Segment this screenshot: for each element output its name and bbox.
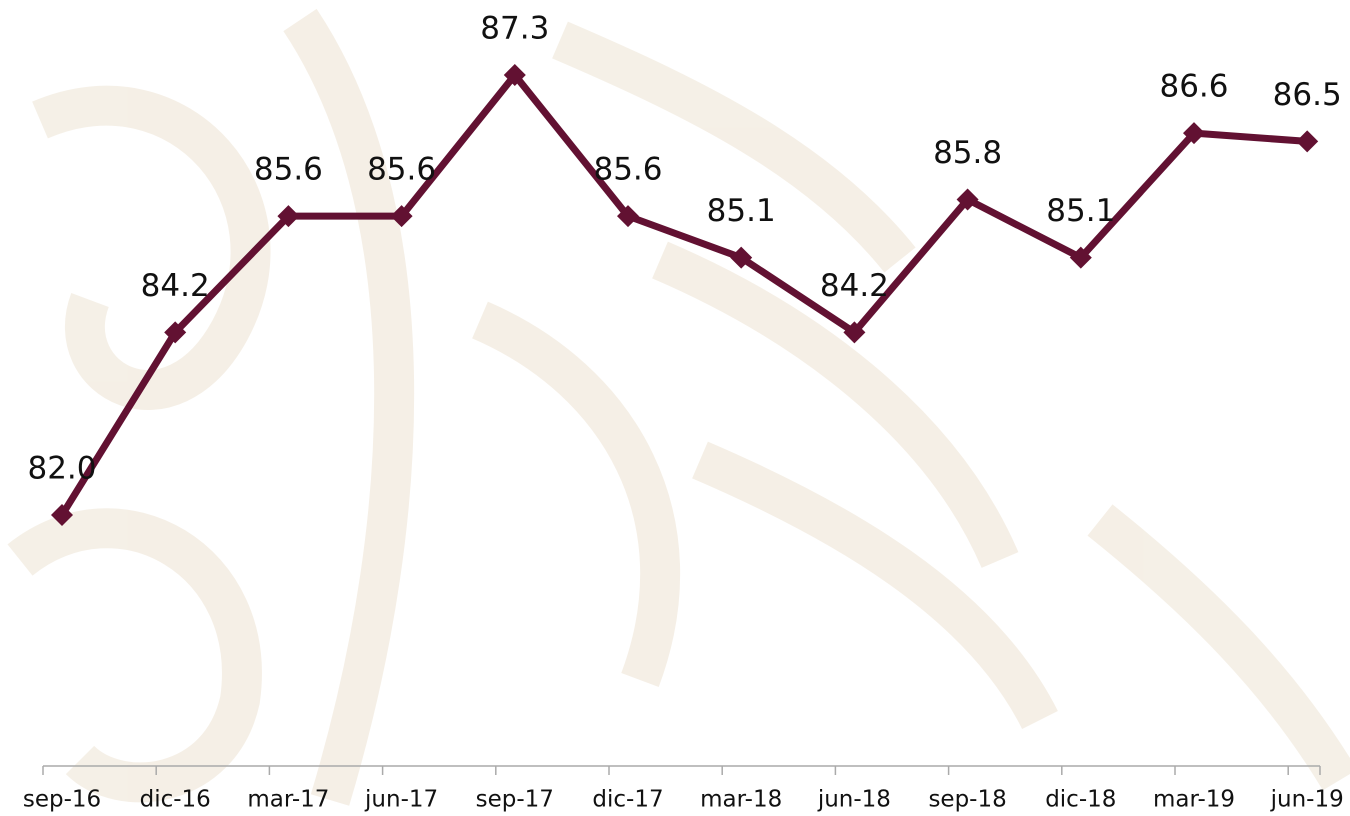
x-tick-label: sep-16 bbox=[23, 787, 101, 813]
x-tick-label: dic-17 bbox=[592, 787, 663, 813]
data-label: 85.8 bbox=[933, 135, 1002, 171]
data-label: 86.5 bbox=[1273, 77, 1342, 113]
x-tick-label: sep-17 bbox=[476, 787, 554, 813]
x-tick-label: dic-18 bbox=[1045, 787, 1116, 813]
data-label: 85.6 bbox=[367, 152, 436, 188]
x-tick-label: jun-17 bbox=[364, 787, 438, 813]
data-label: 85.6 bbox=[593, 152, 662, 188]
chart: sep-16 dic-16 mar-17 jun-17 sep-17 dic-17 mar-… bbox=[0, 0, 1350, 816]
data-label: 85.6 bbox=[254, 152, 323, 188]
x-tick-label: mar-17 bbox=[247, 787, 329, 813]
x-tick-label: mar-19 bbox=[1153, 787, 1235, 813]
data-marker bbox=[1296, 130, 1318, 152]
data-label: 86.6 bbox=[1159, 69, 1228, 105]
x-tick-label: mar-18 bbox=[700, 787, 782, 813]
x-tick-label: jun-18 bbox=[817, 787, 891, 813]
data-label: 85.1 bbox=[1046, 193, 1115, 229]
data-label: 85.1 bbox=[707, 193, 776, 229]
x-tick-label: sep-18 bbox=[928, 787, 1006, 813]
data-label: 87.3 bbox=[480, 11, 549, 47]
x-tick-label: dic-16 bbox=[140, 787, 211, 813]
data-label: 84.2 bbox=[141, 268, 210, 304]
data-label: 84.2 bbox=[820, 268, 889, 304]
x-tick-label: jun-19 bbox=[1270, 787, 1344, 813]
watermark bbox=[20, 20, 1340, 800]
data-label: 82.0 bbox=[27, 451, 96, 487]
